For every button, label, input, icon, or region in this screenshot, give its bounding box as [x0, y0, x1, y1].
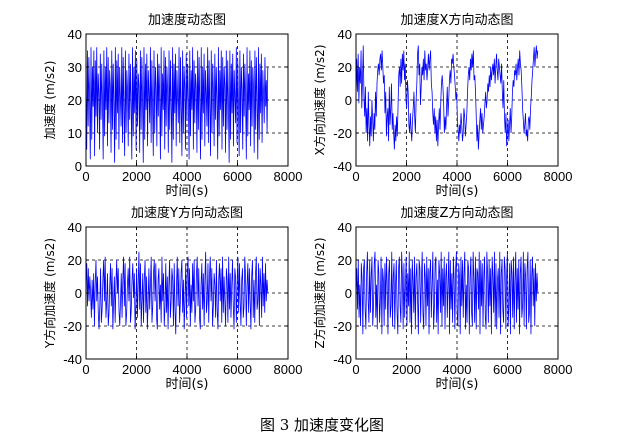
- x-tick-label: 8000: [274, 169, 303, 184]
- y-tick-label: 40: [338, 220, 352, 235]
- chart-title: 加速度X方向动态图: [401, 12, 514, 28]
- y-tick-label: 40: [68, 220, 82, 235]
- y-axis-label: Y方向加速度 (m/s2): [42, 238, 57, 349]
- y-tick-label: 20: [338, 253, 352, 268]
- chart-bottom-right: 0 2000 4000 6000 8000 -40 -20 0 20 40 加速度Z方向动态图时间(…: [312, 205, 572, 392]
- chart-title: 加速度Z方向动态图: [401, 205, 514, 221]
- x-axis-label: 时间(s): [436, 184, 479, 199]
- y-axis-label: Z方向加速度 (m/s2): [312, 237, 327, 348]
- series-line: [85, 251, 269, 335]
- x-tick-label: 6000: [493, 362, 522, 377]
- y-tick-label: 30: [68, 60, 82, 75]
- x-tick-label: 4000: [443, 362, 472, 377]
- x-tick-label: 8000: [274, 362, 303, 377]
- chart-top-right: 0 2000 4000 6000 8000 -40 -20 0 20 40 加速度X方向动态图时间(…: [312, 12, 572, 199]
- series-line: [355, 45, 539, 150]
- x-tick-label: 0: [82, 169, 89, 184]
- x-tick-label: 2000: [122, 362, 151, 377]
- chart-title: 加速度动态图: [148, 12, 226, 28]
- series-line: [85, 47, 269, 163]
- x-tick-label: 0: [82, 362, 89, 377]
- y-tick-label: 0: [345, 93, 352, 108]
- x-axis-label: 时间(s): [166, 377, 209, 392]
- x-tick-label: 6000: [493, 169, 522, 184]
- x-tick-label: 0: [352, 362, 359, 377]
- x-axis-label: 时间(s): [166, 184, 209, 199]
- y-tick-label: 0: [345, 286, 352, 301]
- y-tick-label: 20: [68, 253, 82, 268]
- x-axis-label: 时间(s): [436, 377, 479, 392]
- y-tick-label: -40: [333, 159, 352, 174]
- x-tick-label: 4000: [443, 169, 472, 184]
- x-tick-label: 2000: [122, 169, 151, 184]
- figure-caption: 图 3 加速度变化图: [259, 416, 385, 434]
- x-tick-label: 6000: [223, 169, 252, 184]
- y-tick-label: -40: [333, 352, 352, 367]
- y-tick-label: 40: [338, 27, 352, 42]
- x-tick-label: 4000: [173, 362, 202, 377]
- figure: 0 2000 4000 6000 8000010203040加速度动态图时间(s)加速度…: [42, 12, 572, 392]
- y-tick-label: 40: [68, 27, 82, 42]
- chart-bottom-left: 0 2000 4000 6000 8000 -40 -20 0 20 40 加速度Y方向动态图时间(…: [42, 205, 302, 392]
- x-tick-label: 0: [352, 169, 359, 184]
- x-tick-label: 2000: [392, 169, 421, 184]
- x-tick-label: 8000: [544, 362, 573, 377]
- x-tick-label: 2000: [392, 362, 421, 377]
- y-tick-label: 0: [75, 159, 82, 174]
- y-axis-label: X方向加速度 (m/s2): [312, 44, 327, 155]
- x-tick-label: 4000: [173, 169, 202, 184]
- x-tick-label: 6000: [223, 362, 252, 377]
- y-tick-label: 20: [338, 60, 352, 75]
- y-tick-label: 20: [68, 93, 82, 108]
- y-tick-label: 0: [75, 286, 82, 301]
- y-tick-label: -40: [63, 352, 82, 367]
- series-line: [355, 251, 539, 335]
- chart-title: 加速度Y方向动态图: [131, 205, 243, 221]
- y-tick-label: -20: [333, 319, 352, 334]
- y-tick-label: -20: [63, 319, 82, 334]
- y-tick-label: -20: [333, 126, 352, 141]
- x-tick-label: 8000: [544, 169, 573, 184]
- y-axis-label: 加速度 (m/s2): [42, 61, 57, 140]
- y-tick-label: 10: [68, 126, 82, 141]
